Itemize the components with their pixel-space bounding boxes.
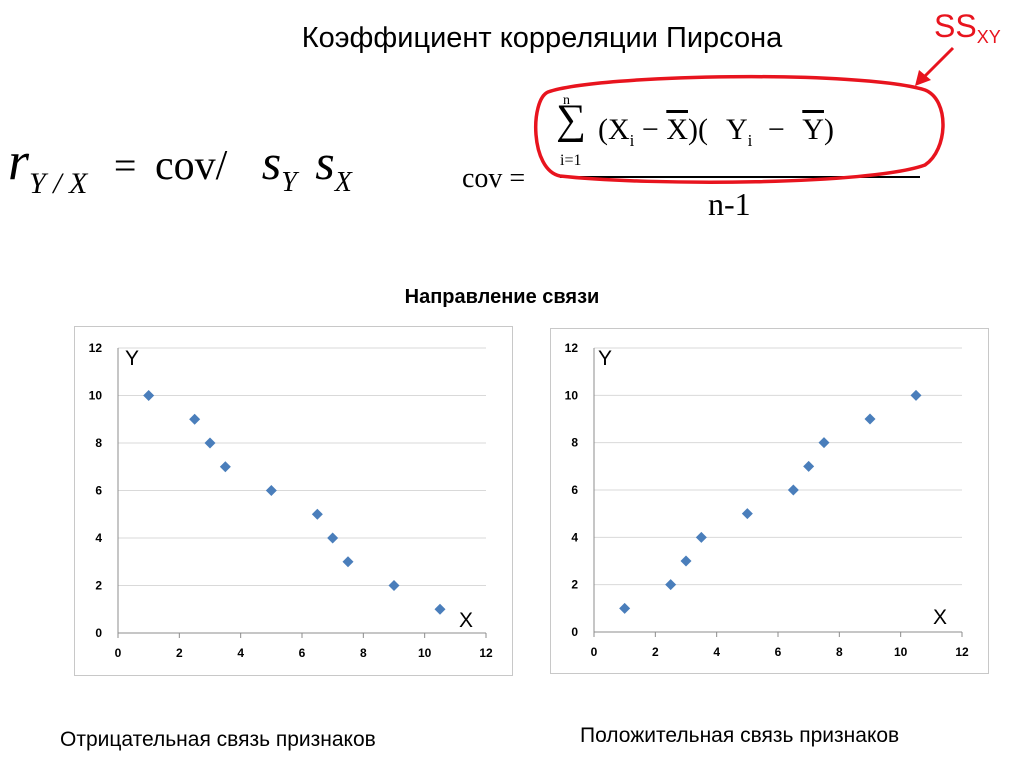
data-point xyxy=(695,531,707,543)
y-tick-label: 8 xyxy=(571,436,578,450)
num-mid: )( xyxy=(687,113,708,146)
ss-main: SS xyxy=(934,8,977,44)
data-point xyxy=(787,484,799,496)
y-tick-label: 4 xyxy=(571,530,578,544)
x-tick-label: 8 xyxy=(836,645,843,659)
x-tick-label: 2 xyxy=(652,645,659,659)
num-ybar: Y xyxy=(802,113,824,146)
red-arrow-icon xyxy=(915,46,955,86)
data-point xyxy=(680,555,692,567)
ss-xy-annotation: SSXY xyxy=(934,8,1001,48)
x-tick-label: 6 xyxy=(299,646,306,660)
x-tick-label: 10 xyxy=(894,645,908,659)
formula-s-y-sub: Y xyxy=(281,167,297,198)
formula-r-sub: Y / X xyxy=(29,167,88,200)
chart-positive: 0 2 4 6 8 10 12 0 2 4 6 8 10 12 Y X xyxy=(550,328,989,674)
data-point xyxy=(803,460,815,472)
num-y-sub: i xyxy=(747,131,753,150)
num-y: Y xyxy=(725,113,748,146)
caption-negative: Отрицательная связь признаков xyxy=(60,728,376,751)
data-point xyxy=(342,556,354,568)
formula-s-y: s xyxy=(261,134,282,190)
data-point xyxy=(204,437,216,449)
y-tick-label: 6 xyxy=(571,483,578,497)
chart-negative: 0 2 4 6 8 10 12 0 2 4 6 8 10 12 Y X xyxy=(74,326,513,676)
fraction-line xyxy=(560,176,920,178)
x-tick-label: 0 xyxy=(591,645,598,659)
formula-r-symbol: r xyxy=(8,131,30,191)
sum-icon: ∑ xyxy=(556,97,586,143)
sum-bottom: i=1 xyxy=(560,152,582,169)
data-point xyxy=(910,389,922,401)
formula-cov-lhs: cov = xyxy=(462,163,526,194)
data-point xyxy=(311,508,323,520)
red-outline-shape xyxy=(533,74,945,184)
formula-s-x-sub: X xyxy=(334,167,352,198)
caption-positive: Положительная связь признаков xyxy=(580,724,900,747)
x-tick-label: 0 xyxy=(115,646,122,660)
data-point xyxy=(741,508,753,520)
x-tick-label: 4 xyxy=(713,645,720,659)
x-tick-label: 8 xyxy=(360,646,367,660)
formula-s-x: s xyxy=(315,134,335,190)
data-point xyxy=(619,602,631,614)
data-point xyxy=(265,485,277,496)
num-open-x: (X xyxy=(598,113,630,146)
ss-sub: XY xyxy=(976,27,1001,47)
x-tick-label: 12 xyxy=(955,645,969,659)
num-minus-2: − xyxy=(760,113,793,146)
section-title: Направление связи xyxy=(404,286,600,308)
data-point xyxy=(219,461,231,473)
x-tick-label: 4 xyxy=(237,646,244,660)
formula-cov: cov/ xyxy=(154,143,228,189)
axis-x-label: X xyxy=(459,609,473,632)
y-tick-label: 12 xyxy=(89,341,103,355)
axis-x-label: X xyxy=(933,606,947,629)
data-point xyxy=(327,532,339,544)
y-tick-label: 0 xyxy=(571,625,578,639)
cov-numerator: (Xi − X)(Yi − Y) xyxy=(598,113,834,151)
cov-denominator: n-1 xyxy=(708,186,751,222)
y-tick-label: 2 xyxy=(571,578,578,592)
data-point xyxy=(143,390,155,401)
data-point xyxy=(434,603,446,615)
num-close: ) xyxy=(823,113,834,146)
y-tick-label: 12 xyxy=(565,341,579,355)
axis-y-label: Y xyxy=(598,347,612,370)
y-tick-label: 10 xyxy=(565,388,579,402)
y-tick-label: 10 xyxy=(89,389,103,403)
data-point xyxy=(818,437,830,449)
y-tick-label: 6 xyxy=(95,484,102,498)
x-tick-label: 6 xyxy=(775,645,782,659)
y-tick-label: 4 xyxy=(95,531,102,545)
chart-positive-svg: 0 2 4 6 8 10 12 0 2 4 6 8 10 12 Y X xyxy=(565,341,969,659)
data-point xyxy=(388,580,400,591)
slide-title: Коэффициент корреляции Пирсона xyxy=(301,22,783,54)
formula-equals: = xyxy=(113,143,137,188)
formula-r: rY / X = cov/ sY sX xyxy=(8,130,352,201)
num-minus-1: − xyxy=(634,113,667,146)
num-xbar: X xyxy=(666,113,688,146)
num-x-sub: i xyxy=(629,131,635,150)
axis-y-label: Y xyxy=(125,347,139,370)
data-point xyxy=(665,579,677,591)
y-tick-label: 2 xyxy=(95,579,102,593)
x-tick-label: 10 xyxy=(418,646,432,660)
x-tick-label: 2 xyxy=(176,646,183,660)
sum-top: n xyxy=(563,93,570,108)
data-point xyxy=(189,413,201,425)
data-point xyxy=(864,413,876,425)
chart-negative-svg: 0 2 4 6 8 10 12 0 2 4 6 8 10 12 Y X xyxy=(89,341,493,660)
y-tick-label: 0 xyxy=(95,626,102,640)
y-tick-label: 8 xyxy=(95,436,102,450)
x-tick-label: 12 xyxy=(479,646,493,660)
